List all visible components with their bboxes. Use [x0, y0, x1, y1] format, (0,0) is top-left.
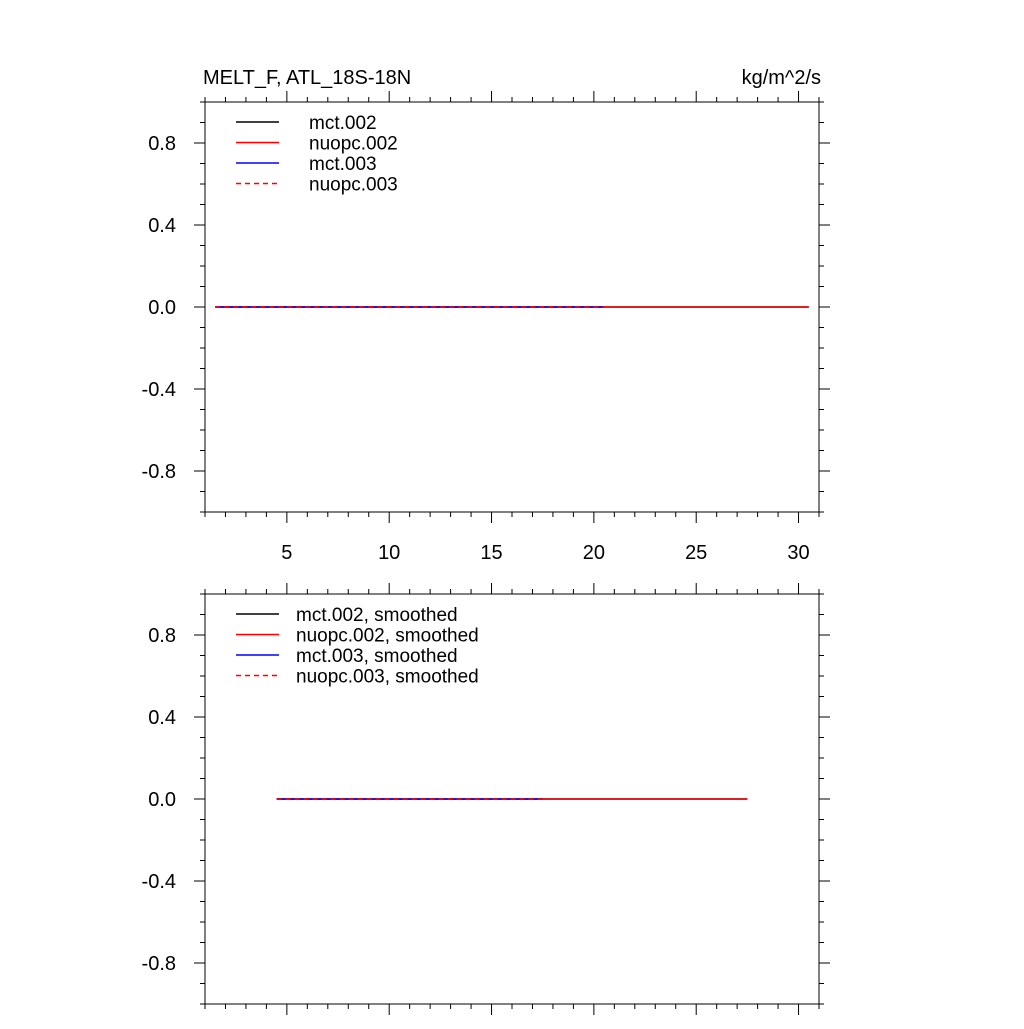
x-tick-label: 5: [281, 542, 292, 564]
y-tick-label: 0.4: [148, 215, 176, 237]
y-tick-label: 0.8: [148, 625, 176, 647]
x-tick-label: 20: [583, 542, 605, 564]
y-tick-label: -0.4: [142, 379, 176, 401]
y-tick-label: 0.0: [148, 297, 176, 319]
legend-label: nuopc.002, smoothed: [296, 626, 479, 647]
x-tick-label: 25: [685, 542, 707, 564]
chart-panel-1: [194, 91, 830, 523]
y-tick-label: 0.4: [148, 707, 176, 729]
y-tick-label: -0.8: [142, 953, 176, 975]
legend-label: mct.003, smoothed: [296, 646, 458, 667]
legend-label: nuopc.003: [309, 175, 398, 196]
x-tick-label: 15: [480, 542, 502, 564]
legend-label: nuopc.003, smoothed: [296, 667, 479, 688]
legend-label: mct.002, smoothed: [296, 605, 458, 626]
y-tick-label: -0.8: [142, 461, 176, 483]
y-tick-label: 0.0: [148, 789, 176, 811]
x-tick-label: 30: [787, 542, 809, 564]
legend-label: mct.003: [309, 154, 377, 175]
y-tick-label: 0.8: [148, 133, 176, 155]
legend-label: nuopc.002: [309, 134, 398, 155]
chart-title: MELT_F, ATL_18S-18N: [203, 67, 411, 89]
y-tick-label: -0.4: [142, 871, 176, 893]
x-tick-label: 10: [378, 542, 400, 564]
chart-units: kg/m^2/s: [742, 67, 821, 89]
chart-panel-2: [194, 583, 830, 1015]
legend-label: mct.002: [309, 113, 377, 134]
